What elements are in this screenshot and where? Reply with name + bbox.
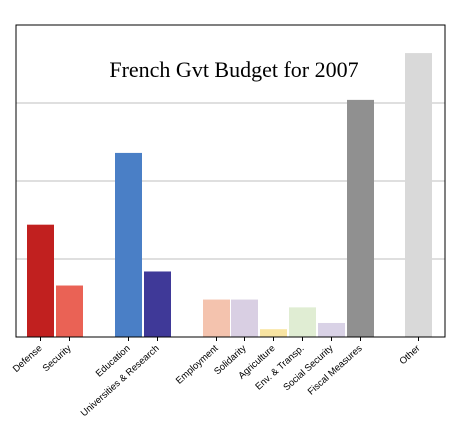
bar-social-security: [318, 322, 345, 337]
x-label-security: Security: [41, 343, 74, 374]
chart-title: French Gvt Budget for 2007: [109, 57, 358, 82]
bar-env-transp: [289, 307, 316, 337]
gridlines: [16, 102, 445, 260]
bar-education: [115, 152, 142, 337]
bar-universities-research: [144, 271, 171, 337]
bar-agriculture: [260, 329, 287, 337]
bar-security: [56, 285, 83, 337]
bar-defense: [27, 224, 54, 337]
x-label-employment: Employment: [174, 343, 221, 387]
x-label-defense: Defense: [11, 343, 45, 375]
x-axis-ticks: [40, 337, 419, 341]
plot-area-frame: [15, 24, 446, 338]
x-label-other: Other: [397, 343, 422, 367]
bar-employment: [203, 299, 230, 337]
bar-fiscal-measures: [347, 99, 374, 337]
bars: [27, 53, 432, 338]
bar-solidarity: [231, 299, 258, 337]
bar-other: [405, 53, 432, 338]
